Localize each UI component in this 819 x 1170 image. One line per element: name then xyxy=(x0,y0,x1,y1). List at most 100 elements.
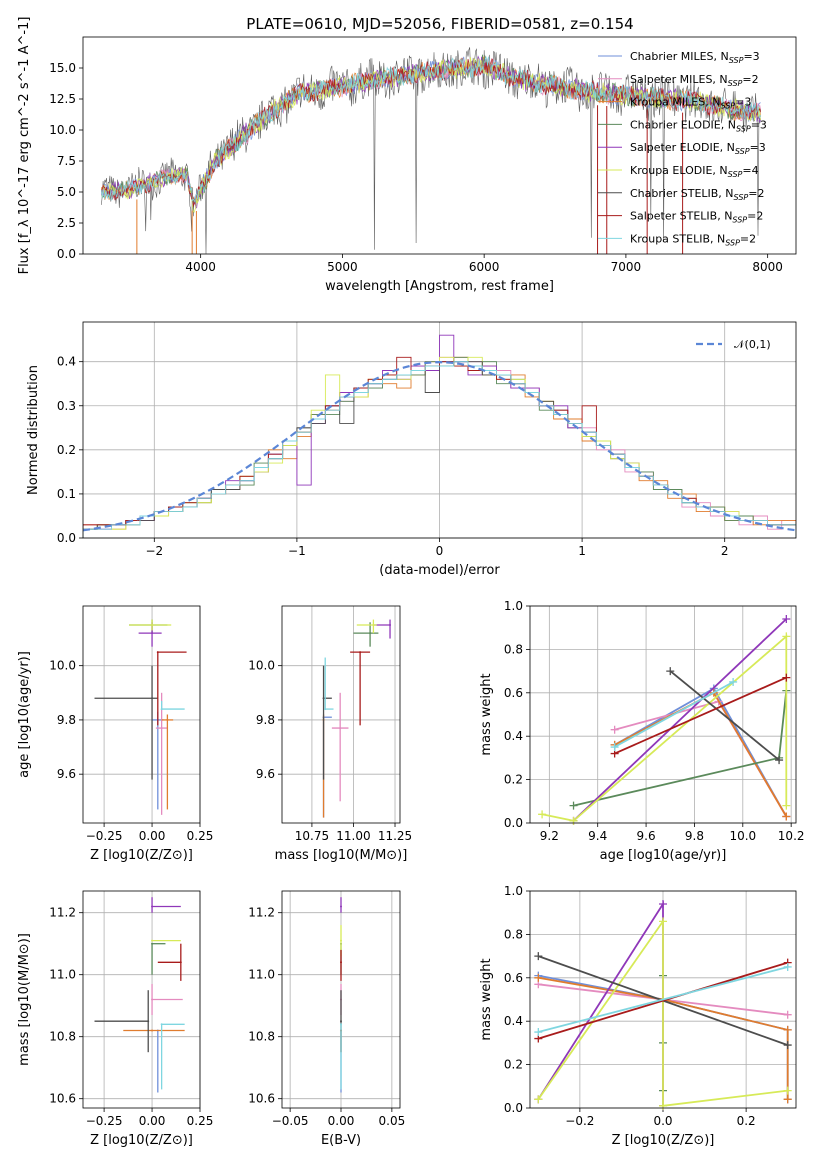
y-tick-label: 0.0 xyxy=(57,247,76,261)
data-point xyxy=(151,623,154,626)
data-point xyxy=(369,632,372,635)
weight-marker xyxy=(659,900,667,909)
weight-line-8 xyxy=(614,681,734,748)
weight-marker xyxy=(534,1028,543,1037)
data-point xyxy=(151,942,154,945)
x-tick-label: 11.00 xyxy=(336,829,370,843)
data-point xyxy=(160,727,163,730)
weight-marker xyxy=(659,917,667,926)
x-tick-label: 9.8 xyxy=(685,829,704,843)
y-tick-label: 10.0 xyxy=(248,659,275,673)
weight-line-4 xyxy=(572,618,787,822)
y-tick-label: 11.2 xyxy=(248,906,275,920)
y-tick-label: 5.0 xyxy=(57,185,76,199)
x-axis-label: Z [log10(Z/Z⊙)] xyxy=(90,1133,193,1148)
weight-marker xyxy=(783,1041,792,1050)
y-tick-label: 7.5 xyxy=(57,154,76,168)
y-axis-label: mass [log10(M/M⊙)] xyxy=(17,933,32,1066)
y-tick-label: 15.0 xyxy=(49,61,76,75)
y-tick-label: 0.6 xyxy=(504,686,523,700)
x-tick-label: 2 xyxy=(721,544,729,558)
axes-frame xyxy=(82,36,797,255)
weight-marker xyxy=(659,1101,667,1110)
weight-line-1 xyxy=(614,700,788,817)
y-tick-label: 9.8 xyxy=(256,713,275,727)
y-axis-label: mass weight xyxy=(479,958,494,1040)
weight-marker xyxy=(783,1095,792,1104)
x-tick-label: 0.00 xyxy=(139,829,166,843)
x-tick-label: 5000 xyxy=(327,260,358,274)
x-tick-label: −0.2 xyxy=(565,1114,594,1128)
x-tick-label: 0.00 xyxy=(328,1114,355,1128)
x-tick-label: 9.2 xyxy=(540,829,559,843)
normal-reference-curve xyxy=(83,360,796,532)
x-axis-label: E(B-V) xyxy=(321,1133,361,1148)
y-tick-label: 1.0 xyxy=(504,884,523,898)
x-axis-label: (data-model)/error xyxy=(379,563,500,578)
x-tick-label: 0.2 xyxy=(737,1114,756,1128)
x-tick-label: 0.0 xyxy=(653,1114,672,1128)
data-point xyxy=(156,651,159,654)
x-tick-label: 8000 xyxy=(752,260,783,274)
axes-frame xyxy=(529,890,797,1109)
weight-marker xyxy=(782,632,791,641)
axes-frame xyxy=(82,890,201,1109)
legend-label: Salpeter MILES, NSSP=2 xyxy=(630,73,759,88)
y-tick-label: 10.0 xyxy=(49,659,76,673)
y-tick-label: 0.0 xyxy=(504,816,523,830)
weight-line-5 xyxy=(537,918,788,1107)
x-tick-label: 0.00 xyxy=(139,1114,166,1128)
x-tick-label: 0.25 xyxy=(187,829,214,843)
x-tick-label: 1 xyxy=(578,544,586,558)
spectrum-panel: 4000 5000 6000 7000 8000 0.0 2.5 5.0 7.5 10.0 12.5… xyxy=(17,17,797,294)
data-point xyxy=(151,632,154,635)
y-tick-label: 9.6 xyxy=(256,767,275,781)
data-point xyxy=(340,961,342,964)
weight-marker xyxy=(610,725,619,734)
y-axis-label: age [log10(age/yr)] xyxy=(17,651,32,778)
data-point xyxy=(151,905,154,908)
weight-metallicity-panel: −0.2 0.0 0.2 0.0 0.2 0.4 0.6 0.8 1.0 Z [log10(Z/Z… xyxy=(479,884,797,1148)
data-point xyxy=(166,718,169,721)
y-tick-label: 0.4 xyxy=(504,1014,523,1028)
axes-frame xyxy=(529,605,797,824)
weight-marker xyxy=(783,1010,792,1019)
weight-marker xyxy=(538,810,547,819)
weight-marker xyxy=(534,952,543,961)
figure-title: PLATE=0610, MJD=52056, FIBERID=0581, z=0… xyxy=(246,15,633,33)
data-point xyxy=(151,998,154,1001)
weight-marker xyxy=(666,667,675,676)
y-tick-label: 0.8 xyxy=(504,642,523,656)
weight-line-7 xyxy=(614,676,787,755)
legend-label: Chabrier MILES, NSSP=3 xyxy=(630,50,760,65)
data-point xyxy=(324,708,327,711)
weight-marker xyxy=(782,615,791,624)
age-mass-panel: 10.75 11.00 11.25 9.6 9.8 10.0 mass [log10(M/M… xyxy=(248,605,412,863)
x-tick-label: 9.6 xyxy=(637,829,656,843)
data-point xyxy=(339,727,342,730)
data-point xyxy=(151,939,154,942)
weight-line-2 xyxy=(538,976,789,1100)
y-tick-label: 0.1 xyxy=(57,487,76,501)
y-tick-label: 2.5 xyxy=(57,216,76,230)
x-tick-label: 0.25 xyxy=(187,1114,214,1128)
x-tick-label: −1 xyxy=(288,544,306,558)
weight-line-5 xyxy=(541,634,788,822)
x-axis-label: Z [log10(Z/Z⊙)] xyxy=(612,1133,715,1148)
age-metallicity-panel: −0.25 0.00 0.25 9.6 9.8 10.0 Z [log10(Z/Z⊙)] ag… xyxy=(17,605,214,863)
x-tick-label: 10.2 xyxy=(778,829,805,843)
x-axis-label: age [log10(age/yr)] xyxy=(600,848,727,863)
spectrum-line-8 xyxy=(101,56,761,203)
weight-age-panel: 9.2 9.4 9.6 9.8 10.0 10.2 0.0 0.2 0.4 0.6 0.8 1.0 ag… xyxy=(479,599,805,863)
legend-label: Chabrier STELIB, NSSP=2 xyxy=(630,187,764,202)
weight-marker xyxy=(782,673,791,682)
weight-marker xyxy=(783,1025,792,1034)
legend-label: Salpeter STELIB, NSSP=2 xyxy=(630,210,763,225)
weight-line-6 xyxy=(669,670,780,761)
x-tick-label: 7000 xyxy=(611,260,642,274)
data-point xyxy=(322,697,325,700)
x-tick-label: −0.25 xyxy=(86,1114,123,1128)
weight-marker xyxy=(534,973,543,982)
legend-label: Kroupa STELIB, NSSP=2 xyxy=(630,232,756,247)
